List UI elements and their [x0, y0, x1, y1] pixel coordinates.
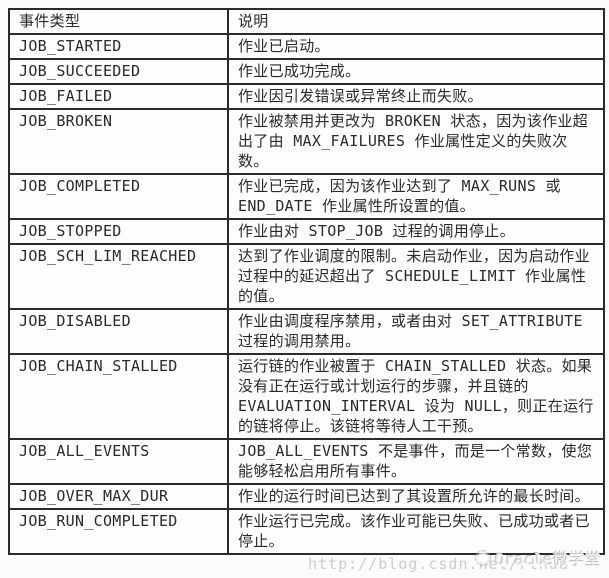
table-row: JOB_COMPLETED 作业已完成，因为该作业达到了 MAX_RUNS 或 E…: [8, 173, 605, 220]
event-type-cell: JOB_DISABLED: [8, 308, 229, 355]
event-type-cell: JOB_RUN_COMPLETED: [8, 508, 229, 555]
table-row: JOB_RUN_COMPLETED 作业运行已完成。该作业可能已失败、已成功或者已…: [8, 508, 605, 555]
column-header-description: 说明: [227, 8, 605, 35]
description-cell: 作业由调度程序禁用，或者由对 SET_ATTRIBUTE 过程的调用禁用。: [227, 308, 605, 355]
table-row: JOB_FAILED 作业因引发错误或异常终止而失败。: [8, 83, 605, 110]
description-cell: 作业已启动。: [227, 33, 605, 60]
description-cell: 作业因引发错误或异常终止而失败。: [227, 83, 605, 110]
description-cell: 作业的运行时间已达到了其设置所允许的最长时间。: [227, 483, 605, 510]
document-page: 事件类型 说明 JOB_STARTED 作业已启动。 JOB_SUCCEEDED 作业…: [0, 8, 609, 578]
event-type-cell: JOB_STARTED: [8, 33, 229, 60]
table-row: JOB_CHAIN_STALLED 运行链的作业被置于 CHAIN_STALLED…: [8, 353, 605, 440]
table-row: JOB_SUCCEEDED 作业已成功完成。: [8, 58, 605, 85]
event-type-cell: JOB_OVER_MAX_DUR: [8, 483, 229, 510]
table-row: JOB_SCH_LIM_REACHED 达到了作业调度的限制。未启动作业，因为启动…: [8, 243, 605, 310]
description-cell: 作业运行已完成。该作业可能已失败、已成功或者已停止。: [227, 508, 605, 555]
table-row: JOB_OVER_MAX_DUR 作业的运行时间已达到了其设置所允许的最长时间。: [8, 483, 605, 510]
table-header-row: 事件类型 说明: [8, 8, 605, 35]
event-type-cell: JOB_BROKEN: [8, 108, 229, 175]
description-cell: 运行链的作业被置于 CHAIN_STALLED 状态。如果没有正在运行或计划运行…: [227, 353, 605, 440]
watermark-url: http://blog.csdn.net/rlhua: [308, 555, 569, 573]
table-row: JOB_STOPPED 作业由对 STOP_JOB 过程的调用停止。: [8, 218, 605, 245]
description-cell: JOB_ALL_EVENTS 不是事件，而是一个常数，使您能够轻松启用所有事件。: [227, 438, 605, 485]
event-type-cell: JOB_SCH_LIM_REACHED: [8, 243, 229, 310]
description-cell: 达到了作业调度的限制。未启动作业，因为启动作业过程中的延迟超出了 SCHEDUL…: [227, 243, 605, 310]
event-type-cell: JOB_CHAIN_STALLED: [8, 353, 229, 440]
description-cell: 作业由对 STOP_JOB 过程的调用停止。: [227, 218, 605, 245]
description-cell: 作业已完成，因为该作业达到了 MAX_RUNS 或 END_DATE 作业属性所…: [227, 173, 605, 220]
description-cell: 作业已成功完成。: [227, 58, 605, 85]
table-row: JOB_DISABLED 作业由调度程序禁用，或者由对 SET_ATTRIBUTE…: [8, 308, 605, 355]
event-type-cell: JOB_SUCCEEDED: [8, 58, 229, 85]
table-row: JOB_BROKEN 作业被禁用并更改为 BROKEN 状态，因为该作业超出了由 …: [8, 108, 605, 175]
description-cell: 作业被禁用并更改为 BROKEN 状态，因为该作业超出了由 MAX_FAILUR…: [227, 108, 605, 175]
table-row: JOB_STARTED 作业已启动。: [8, 33, 605, 60]
event-type-cell: JOB_COMPLETED: [8, 173, 229, 220]
column-header-event-type: 事件类型: [8, 8, 229, 35]
event-table-body: JOB_STARTED 作业已启动。 JOB_SUCCEEDED 作业已成功完成。 JO…: [8, 33, 605, 555]
event-type-cell: JOB_ALL_EVENTS: [8, 438, 229, 485]
event-type-cell: JOB_STOPPED: [8, 218, 229, 245]
job-event-table: 事件类型 说明 JOB_STARTED 作业已启动。 JOB_SUCCEEDED 作业…: [8, 8, 605, 555]
table-row: JOB_ALL_EVENTS JOB_ALL_EVENTS 不是事件，而是一个常数…: [8, 438, 605, 485]
event-type-cell: JOB_FAILED: [8, 83, 229, 110]
